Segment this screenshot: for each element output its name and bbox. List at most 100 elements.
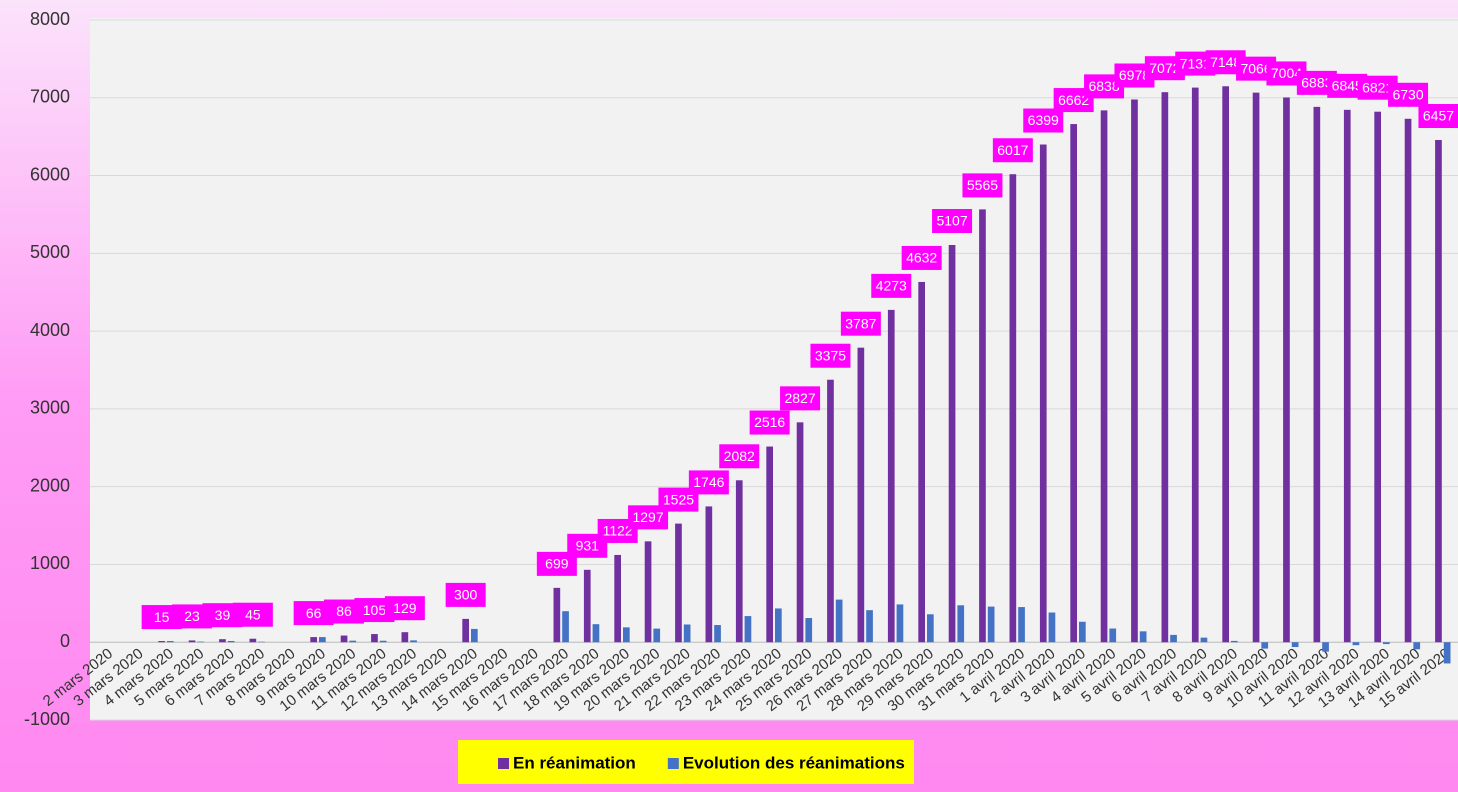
data-label: 39 <box>215 607 231 623</box>
data-label: 6838 <box>1088 78 1119 94</box>
data-label: 15 <box>154 609 170 625</box>
bar <box>340 635 348 643</box>
bar <box>805 618 813 643</box>
bar <box>1100 110 1108 643</box>
bar <box>1009 174 1017 643</box>
bar <box>714 625 721 643</box>
data-label-box <box>688 470 729 495</box>
data-label-box <box>445 582 486 607</box>
bar <box>1374 111 1381 643</box>
bar <box>775 608 782 643</box>
bar <box>1039 144 1047 643</box>
data-label: 5107 <box>936 213 967 229</box>
data-label: 23 <box>184 608 200 624</box>
bar <box>319 637 326 643</box>
data-label: 6978 <box>1119 67 1150 83</box>
y-tick-label: 0 <box>60 631 70 651</box>
bar <box>1261 642 1269 649</box>
bar <box>887 309 895 643</box>
data-label-box <box>719 444 760 469</box>
bar <box>1222 86 1229 643</box>
data-label: 7131 <box>1180 55 1211 71</box>
data-label-box <box>932 209 973 234</box>
bar <box>401 632 409 643</box>
data-label: 931 <box>576 538 600 554</box>
bar <box>927 614 934 643</box>
bar <box>1070 124 1077 643</box>
bar <box>766 446 773 643</box>
bar <box>1048 612 1056 643</box>
bar <box>918 281 925 643</box>
data-label: 300 <box>454 587 478 603</box>
data-label: 6457 <box>1423 108 1454 124</box>
y-tick-label: -1000 <box>24 709 70 729</box>
bar <box>379 640 387 643</box>
data-label: 3787 <box>845 315 876 331</box>
data-label: 6821 <box>1362 79 1393 95</box>
bar <box>1200 637 1208 643</box>
legend-label: En réanimation <box>513 753 636 772</box>
legend-label: Evolution des réanimations <box>683 753 905 772</box>
y-tick-label: 3000 <box>30 398 70 418</box>
bar <box>592 624 600 643</box>
bar <box>896 604 904 643</box>
bar <box>158 641 165 643</box>
bar <box>1131 99 1138 643</box>
y-tick-label: 5000 <box>30 242 70 262</box>
data-label: 2827 <box>784 390 815 406</box>
data-label-box <box>962 173 1003 198</box>
bar <box>644 541 652 643</box>
bar <box>1435 140 1442 643</box>
data-label: 7148 <box>1210 54 1241 70</box>
bar <box>562 611 569 643</box>
data-label: 6883 <box>1301 75 1332 91</box>
bar <box>197 641 205 643</box>
data-label: 6662 <box>1058 92 1089 108</box>
data-label: 3375 <box>815 347 846 363</box>
bar <box>219 639 226 643</box>
bar <box>675 523 682 643</box>
bar <box>1252 92 1260 643</box>
bar <box>583 569 591 643</box>
bar <box>249 638 257 643</box>
data-label: 5565 <box>967 177 998 193</box>
bar <box>1291 642 1299 648</box>
bar <box>1404 118 1412 643</box>
data-label-box <box>1236 56 1277 81</box>
data-label: 129 <box>393 600 417 616</box>
data-label: 699 <box>545 556 569 572</box>
data-label: 6730 <box>1392 86 1423 102</box>
bar <box>1161 92 1169 643</box>
data-label-box <box>992 138 1033 163</box>
bar <box>1191 87 1199 643</box>
bar <box>1443 642 1451 664</box>
bar <box>1313 106 1321 643</box>
bar <box>796 422 804 643</box>
data-label: 1297 <box>632 509 663 525</box>
data-label: 45 <box>245 606 261 622</box>
y-tick-label: 8000 <box>30 9 70 29</box>
bar <box>167 641 174 643</box>
data-label: 1746 <box>693 474 724 490</box>
bar <box>371 634 378 643</box>
data-label: 6845 <box>1332 78 1363 94</box>
bar <box>1231 640 1238 643</box>
bar <box>835 599 843 643</box>
bar <box>227 640 235 643</box>
legend-swatch <box>498 758 509 769</box>
data-label: 2082 <box>724 448 755 464</box>
data-label-box <box>1205 50 1246 75</box>
bar <box>462 618 469 643</box>
bar <box>310 637 317 643</box>
data-label-box <box>810 343 851 368</box>
bar <box>1322 642 1329 652</box>
y-tick-label: 1000 <box>30 553 70 573</box>
bar <box>188 640 196 643</box>
data-label: 1122 <box>603 523 633 539</box>
data-label: 2516 <box>754 414 785 430</box>
bar <box>1343 109 1351 643</box>
bar <box>1383 642 1390 645</box>
bar <box>1352 642 1360 646</box>
bar <box>827 379 834 643</box>
